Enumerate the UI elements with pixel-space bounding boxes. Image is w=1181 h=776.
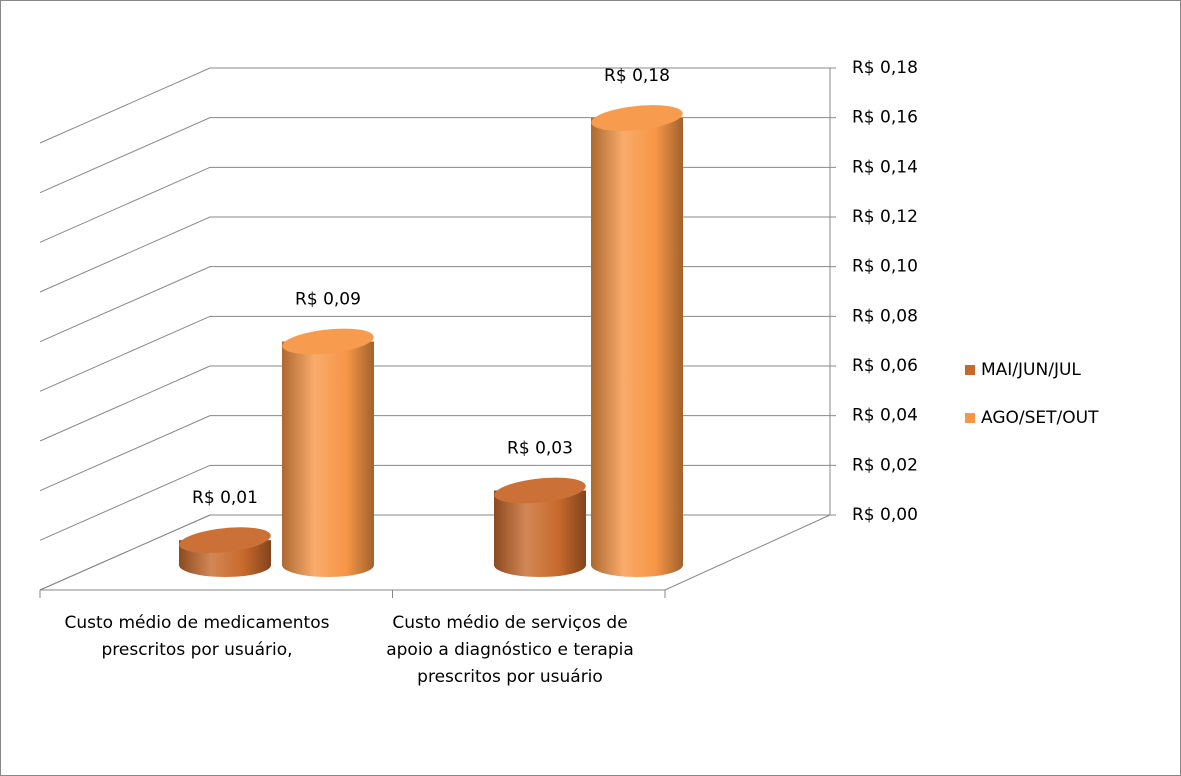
y-tick-label: R$ 0,06 [852,356,918,376]
value-label: R$ 0,03 [507,439,573,459]
legend-label: MAI/JUN/JUL [981,360,1081,380]
y-tick-label: R$ 0,18 [852,58,918,78]
y-tick-label: R$ 0,04 [852,406,918,426]
bar-top [494,477,586,504]
y-tick-label: R$ 0,14 [852,157,918,177]
bar [282,341,374,577]
grid-line [39,67,830,144]
legend-swatch [965,413,975,423]
y-tick-label: R$ 0,12 [852,207,918,227]
x-tick-label: Custo médio de serviços de apoio a diagn… [386,613,634,687]
y-tick-label: R$ 0,02 [852,455,918,475]
bar [494,490,586,577]
legend-swatch [965,365,975,375]
bar-top [591,105,683,131]
bar-top [282,328,374,355]
x-tick-label: Custo médio de medicamentos prescritos p… [64,613,330,660]
y-tick-label: R$ 0,08 [852,306,918,326]
legend-label: AGO/SET/OUT [981,408,1099,428]
value-label: R$ 0,01 [192,488,258,508]
y-tick-label: R$ 0,16 [852,108,918,128]
value-label: R$ 0,09 [295,290,361,310]
y-tick-label: R$ 0,10 [852,257,918,277]
y-tick-label: R$ 0,00 [852,505,918,525]
value-label: R$ 0,18 [604,66,670,86]
bar-top [179,527,271,554]
bar [591,118,683,577]
